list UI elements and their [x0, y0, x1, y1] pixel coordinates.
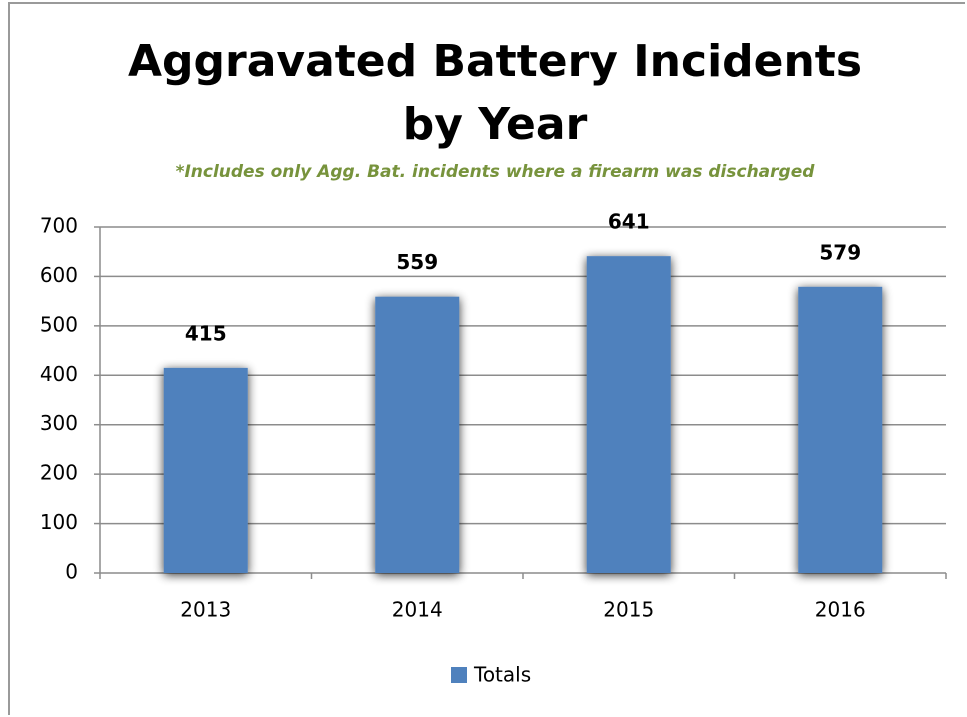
chart-subtitle: *Includes only Agg. Bat. incidents where… — [175, 162, 815, 182]
x-tick-label: 2016 — [815, 598, 866, 622]
legend-label: Totals — [473, 663, 531, 687]
data-label: 579 — [819, 240, 861, 264]
bar — [163, 367, 248, 573]
y-tick-label: 300 — [40, 411, 78, 435]
y-tick-label: 0 — [65, 560, 78, 584]
frame — [8, 2, 965, 715]
x-tick-label: 2014 — [392, 598, 443, 622]
y-tick-label: 100 — [40, 510, 78, 534]
data-label: 641 — [608, 210, 650, 234]
data-label: 415 — [185, 321, 227, 345]
legend-swatch — [451, 667, 467, 683]
y-tick-label: 700 — [40, 214, 78, 238]
chart-title: Aggravated Battery Incidents by Year — [127, 36, 863, 150]
x-tick-label: 2013 — [180, 598, 231, 622]
bar — [586, 256, 671, 573]
data-label: 559 — [396, 250, 438, 274]
x-tick-label: 2015 — [603, 598, 654, 622]
bar — [798, 286, 883, 573]
y-tick-label: 400 — [40, 362, 78, 386]
bar — [375, 296, 460, 573]
y-tick-label: 600 — [40, 263, 78, 287]
y-tick-label: 200 — [40, 461, 78, 485]
y-tick-label: 500 — [40, 312, 78, 336]
